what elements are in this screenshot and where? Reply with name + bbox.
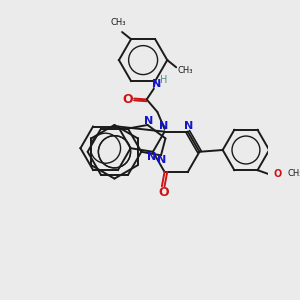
Text: N: N — [184, 121, 193, 131]
Text: O: O — [158, 186, 169, 199]
Text: O: O — [123, 93, 133, 106]
Text: N: N — [157, 155, 167, 165]
Text: CH₃: CH₃ — [111, 18, 126, 27]
Text: O: O — [274, 169, 282, 179]
Text: N: N — [144, 116, 153, 125]
Text: N: N — [147, 152, 157, 162]
Text: CH₃: CH₃ — [178, 66, 194, 75]
Text: N: N — [159, 121, 168, 131]
Text: CH₃: CH₃ — [288, 169, 300, 178]
Text: H: H — [160, 75, 167, 85]
Text: N: N — [152, 79, 161, 89]
